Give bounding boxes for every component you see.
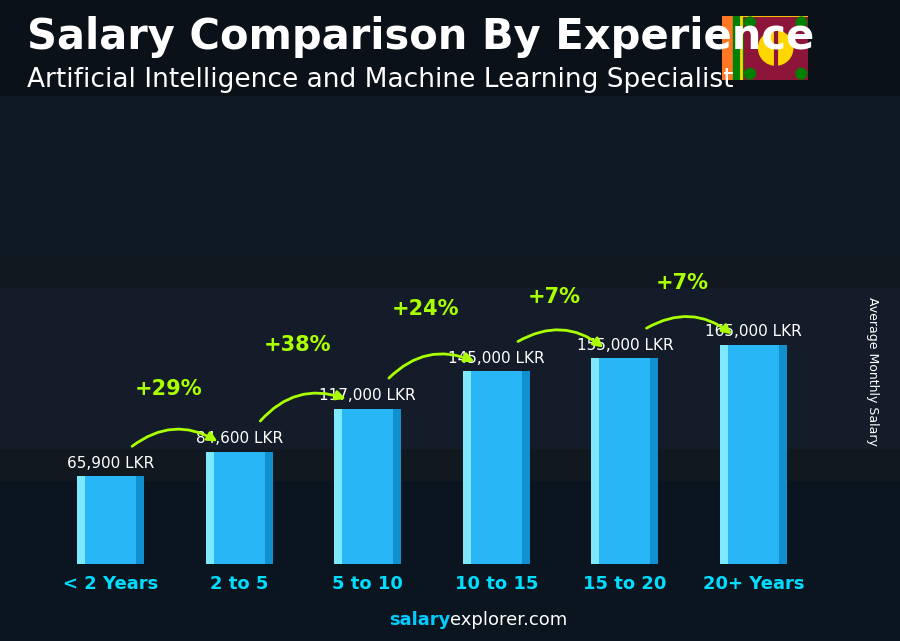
Text: 117,000 LKR: 117,000 LKR [320, 388, 416, 403]
Text: 145,000 LKR: 145,000 LKR [448, 351, 544, 366]
Bar [522, 371, 530, 564]
Text: 155,000 LKR: 155,000 LKR [577, 338, 673, 353]
Circle shape [744, 69, 755, 79]
Circle shape [744, 17, 755, 28]
Text: salary: salary [389, 612, 450, 629]
Text: +7%: +7% [527, 287, 580, 306]
Bar [463, 371, 530, 564]
Bar [591, 358, 599, 564]
Bar [733, 16, 743, 80]
Text: explorer.com: explorer.com [450, 612, 567, 629]
Bar [136, 476, 144, 564]
Bar [778, 345, 787, 564]
Text: 165,000 LKR: 165,000 LKR [705, 324, 802, 339]
Text: 65,900 LKR: 65,900 LKR [67, 456, 154, 471]
Text: Salary Comparison By Experience: Salary Comparison By Experience [27, 16, 814, 58]
Bar [720, 345, 728, 564]
Bar [651, 358, 658, 564]
Circle shape [796, 17, 806, 28]
Text: Artificial Intelligence and Machine Learning Specialist: Artificial Intelligence and Machine Lear… [27, 67, 733, 94]
Text: Average Monthly Salary: Average Monthly Salary [867, 297, 879, 446]
Bar [77, 476, 144, 564]
Bar [591, 358, 658, 564]
Bar [742, 15, 809, 81]
Bar [743, 16, 807, 80]
Bar [463, 371, 471, 564]
Bar [334, 408, 401, 564]
Text: +7%: +7% [656, 273, 709, 293]
Circle shape [796, 69, 806, 79]
Text: +38%: +38% [263, 335, 331, 355]
Bar [720, 345, 787, 564]
Bar [77, 476, 86, 564]
Text: +29%: +29% [135, 379, 202, 399]
Bar [393, 408, 401, 564]
Text: 84,600 LKR: 84,600 LKR [195, 431, 283, 446]
Bar [723, 16, 733, 80]
Circle shape [759, 31, 793, 65]
Bar [206, 452, 273, 564]
Bar [334, 408, 342, 564]
Text: +24%: +24% [392, 299, 459, 319]
Bar [265, 452, 273, 564]
Bar [206, 452, 213, 564]
